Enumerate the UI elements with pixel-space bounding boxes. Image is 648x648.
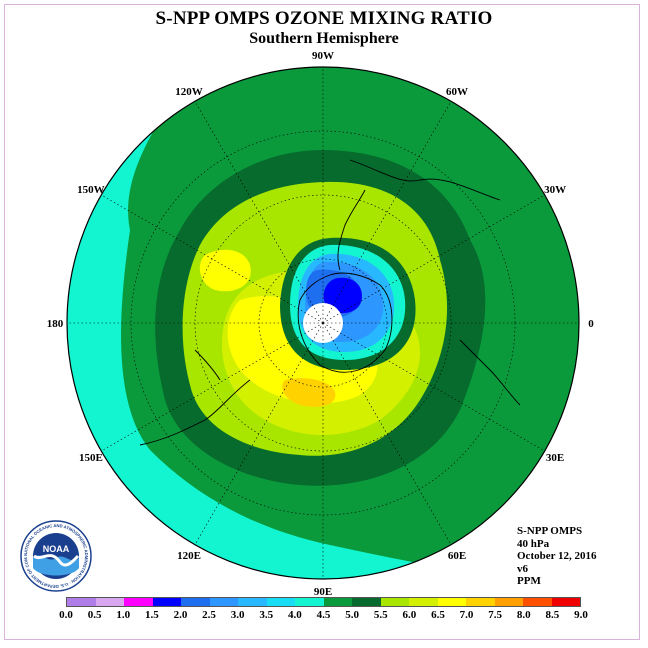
colorbar-tick-label: 7.5 xyxy=(488,609,502,621)
colorbar-tick-label: 4.5 xyxy=(317,609,331,621)
colorbar-tick-label: 7.0 xyxy=(460,609,474,621)
colorbar-tick-label: 3.5 xyxy=(259,609,273,621)
colorbar-tick-label: 3.0 xyxy=(231,609,245,621)
colorbar-tick-label: 2.5 xyxy=(202,609,216,621)
colorbar-swatch xyxy=(295,598,324,606)
colorbar-tick-label: 1.0 xyxy=(116,609,130,621)
contour-6-5-west xyxy=(200,250,251,291)
colorbar-swatch xyxy=(181,598,210,606)
colorbar-tick-label: 0.0 xyxy=(59,609,73,621)
colorbar-swatch xyxy=(409,598,438,606)
colorbar-swatch xyxy=(324,598,353,606)
longitude-label: 60W xyxy=(446,86,468,98)
info-level: 40 hPa xyxy=(517,538,597,551)
longitude-label: 30W xyxy=(544,184,566,196)
colorbar-swatch xyxy=(124,598,153,606)
colorbar-swatch xyxy=(210,598,239,606)
colorbar-tick-label: 5.5 xyxy=(374,609,388,621)
colorbar-swatch xyxy=(495,598,524,606)
colorbar-swatch xyxy=(67,598,96,606)
colorbar-tick-label: 6.0 xyxy=(402,609,416,621)
noaa-logo: NATIONAL OCEANIC AND ATMOSPHERIC ADMINIS… xyxy=(20,520,92,592)
info-block: S-NPP OMPS 40 hPa October 12, 2016 v6 PP… xyxy=(517,525,597,588)
colorbar-swatch xyxy=(96,598,125,606)
info-instrument: S-NPP OMPS xyxy=(517,525,597,538)
longitude-label: 180 xyxy=(47,318,64,330)
colorbar-swatch xyxy=(523,598,552,606)
colorbar-tick-label: 5.0 xyxy=(345,609,359,621)
colorbar-swatch xyxy=(381,598,410,606)
longitude-label: 120W xyxy=(175,86,203,98)
longitude-label: 90W xyxy=(312,50,334,62)
colorbar-swatch xyxy=(238,598,267,606)
colorbar xyxy=(66,597,581,607)
colorbar-swatch xyxy=(267,598,296,606)
longitude-label: 150E xyxy=(79,452,103,464)
info-version: v6 xyxy=(517,563,597,576)
colorbar-swatch xyxy=(153,598,182,606)
colorbar-ticks: 0.00.51.01.52.02.53.03.54.04.55.05.56.06… xyxy=(66,609,581,623)
colorbar-tick-label: 9.0 xyxy=(574,609,588,621)
info-date: October 12, 2016 xyxy=(517,550,597,563)
longitude-label: 30E xyxy=(546,452,564,464)
colorbar-tick-label: 4.0 xyxy=(288,609,302,621)
colorbar-swatch xyxy=(352,598,381,606)
colorbar-tick-label: 8.5 xyxy=(546,609,560,621)
longitude-label: 120E xyxy=(177,550,201,562)
longitude-label: 60E xyxy=(448,550,466,562)
longitude-label: 0 xyxy=(588,318,594,330)
colorbar-tick-label: 2.0 xyxy=(174,609,188,621)
logo-text: NOAA xyxy=(43,544,70,554)
colorbar-swatch xyxy=(466,598,495,606)
info-units: PPM xyxy=(517,575,597,588)
colorbar-tick-label: 1.5 xyxy=(145,609,159,621)
colorbar-swatch xyxy=(438,598,467,606)
colorbar-tick-label: 6.5 xyxy=(431,609,445,621)
colorbar-swatch xyxy=(552,598,581,606)
colorbar-tick-label: 0.5 xyxy=(88,609,102,621)
colorbar-tick-label: 8.0 xyxy=(517,609,531,621)
longitude-label: 150W xyxy=(77,184,105,196)
